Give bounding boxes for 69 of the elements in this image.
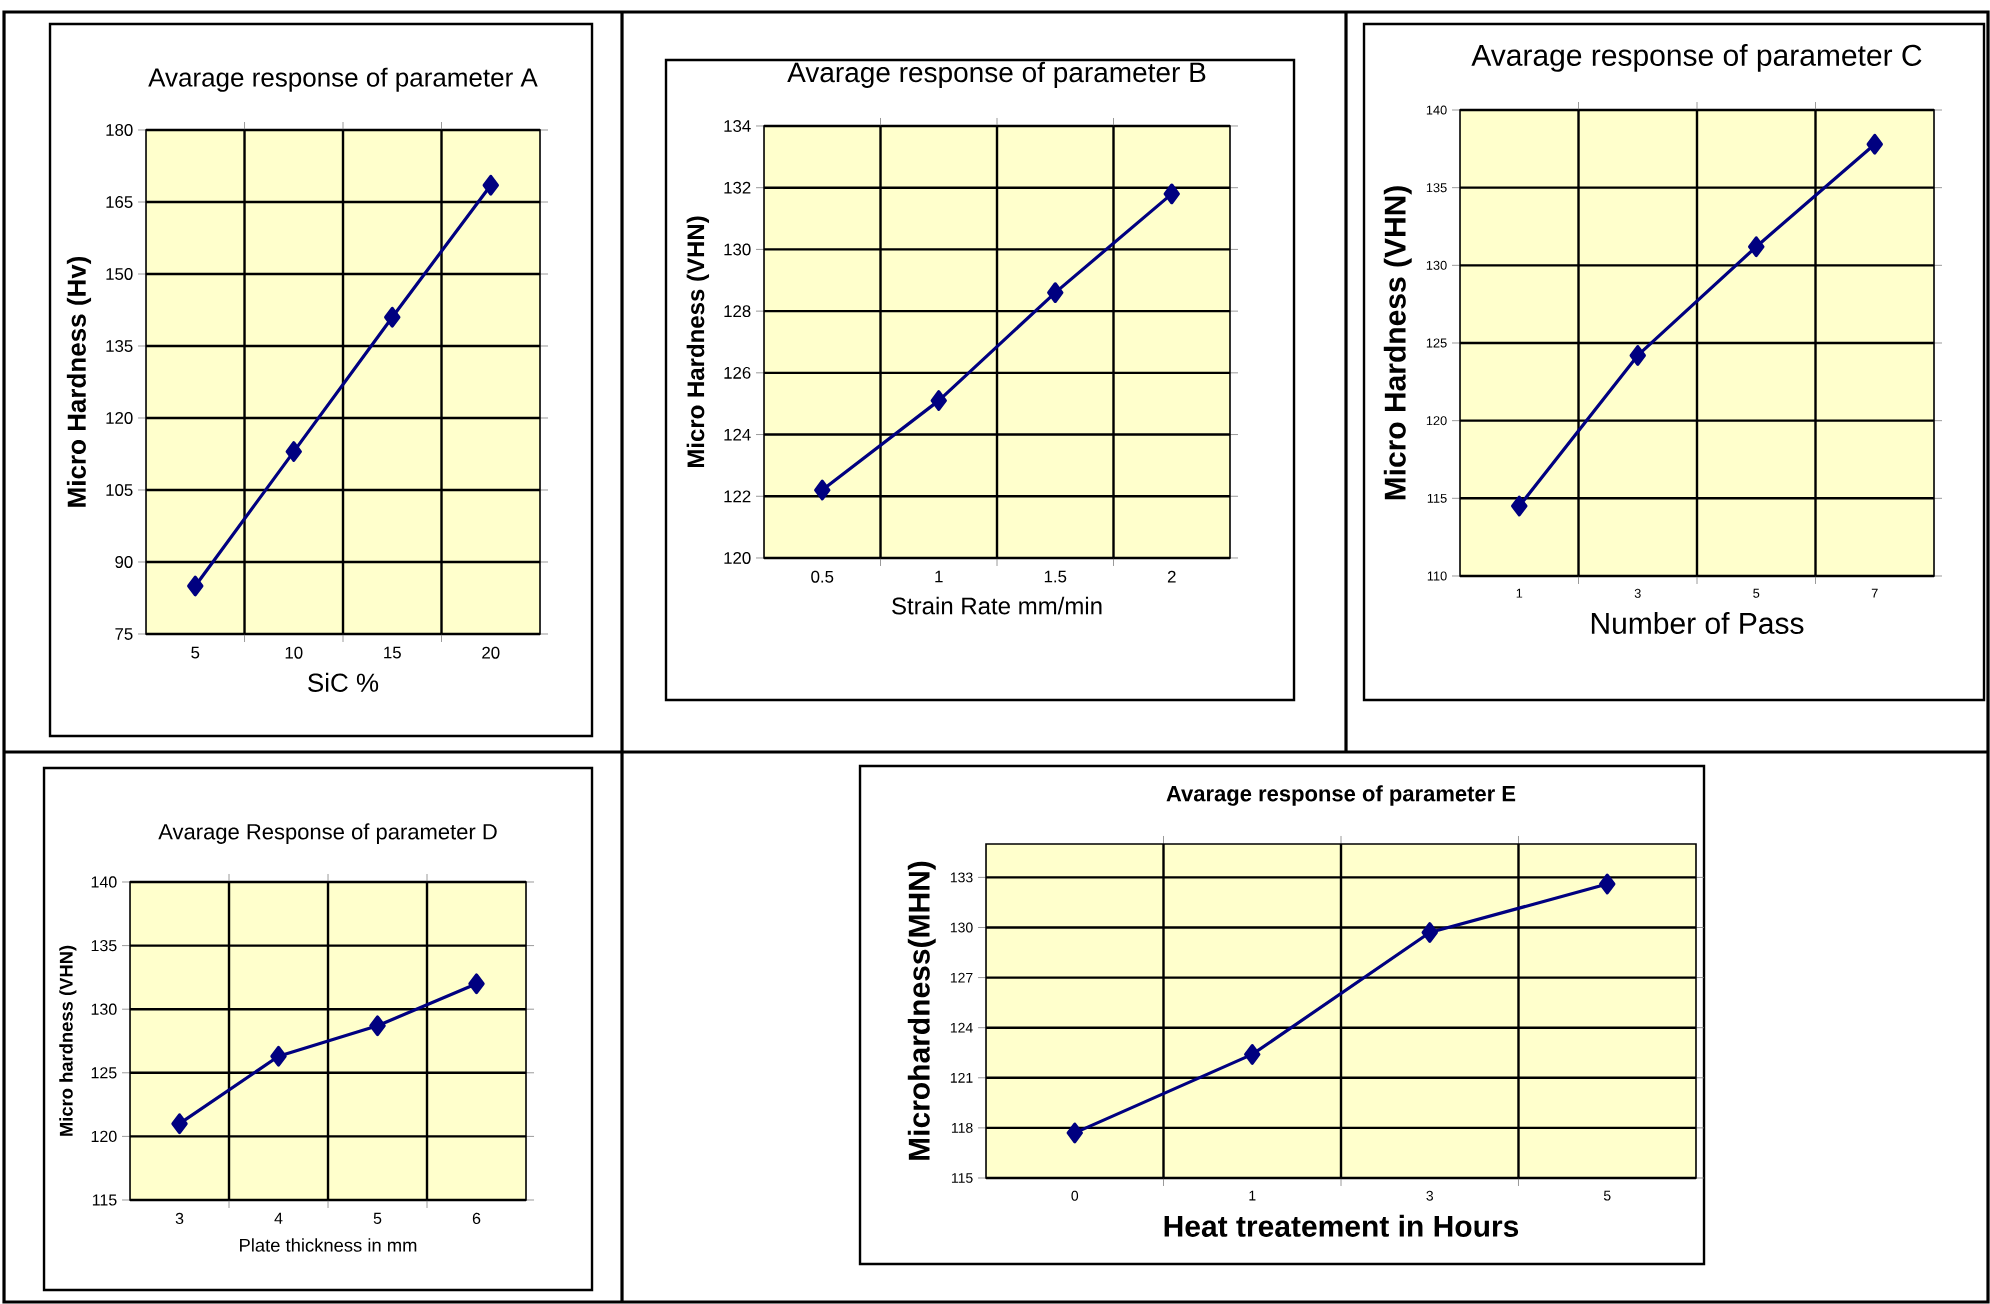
y-axis-title: Micro Hardness (VHN) — [686, 216, 710, 468]
y-axis-title: Micro hardness (VHN) — [59, 945, 77, 1136]
point — [171, 1113, 188, 1135]
y-tick-label: 130 — [724, 243, 751, 256]
y-tick-label: 135 — [91, 939, 117, 952]
x-axis-title: Strain Rate mm/min — [892, 596, 1102, 615]
y-tick-label: 90 — [115, 556, 133, 568]
point — [187, 575, 204, 597]
point — [369, 1015, 386, 1037]
chart-title: Avarage Response of parameter D — [158, 823, 497, 844]
y-tick-label: 130 — [91, 1003, 117, 1015]
y-axis-title: Micro Hardness (Hv) — [66, 256, 92, 507]
y-tick-label: 140 — [91, 876, 117, 888]
point — [468, 973, 485, 995]
point — [1511, 495, 1528, 517]
x-axis-title: SiC % — [308, 672, 379, 692]
chart-title: Avarage response of parameter A — [148, 67, 538, 92]
y-tick-label: 75 — [115, 628, 133, 640]
x-tick-label: 5 — [191, 646, 200, 659]
y-tick-label: 126 — [724, 366, 751, 379]
point — [930, 390, 947, 412]
point — [270, 1045, 287, 1067]
chart-title: Avarage response of parameter E — [1166, 785, 1516, 806]
x-tick-label: 2 — [1167, 570, 1176, 583]
chart-title: Avarage response of parameter B — [787, 61, 1206, 88]
point — [814, 479, 831, 501]
y-tick-label: 124 — [724, 428, 751, 441]
y-tick-label: 120 — [106, 412, 133, 424]
y-axis-title: Microhardness(MHN) — [907, 861, 936, 1160]
x-tick-label: 10 — [285, 646, 303, 659]
x-tick-label: 3 — [175, 1212, 184, 1225]
point — [1748, 236, 1765, 258]
y-tick-label: 134 — [724, 120, 751, 132]
y-tick-label: 125 — [91, 1067, 117, 1079]
x-axis-title: Heat treatement in Hours — [1164, 1214, 1519, 1237]
y-tick-label: 122 — [724, 490, 751, 503]
point — [1244, 1044, 1261, 1065]
x-tick-label: 5 — [373, 1212, 382, 1224]
x-tick-label: 1 — [935, 570, 943, 583]
y-tick-label: 115 — [92, 1194, 117, 1206]
x-axis-title: Number of Pass — [1591, 612, 1804, 635]
point — [1629, 345, 1646, 366]
x-tick-label: 0.5 — [811, 570, 834, 583]
x-tick-label: 20 — [482, 646, 500, 659]
point — [1421, 922, 1438, 943]
chart-title: Avarage response of parameter C — [1471, 43, 1922, 72]
point — [285, 441, 302, 462]
y-tick-label: 165 — [106, 196, 133, 208]
point — [1066, 1122, 1083, 1144]
x-tick-label: 6 — [472, 1212, 481, 1225]
x-tick-label: 4 — [274, 1212, 283, 1224]
y-tick-label: 128 — [724, 305, 751, 318]
x-tick-label: 1.5 — [1044, 570, 1067, 583]
y-axis-title: Micro Hardness (VHN) — [1383, 186, 1412, 500]
y-tick-label: 135 — [106, 340, 133, 352]
point — [1866, 133, 1883, 155]
y-tick-label: 105 — [106, 484, 133, 496]
x-axis-title: Plate thickness in mm — [240, 1238, 417, 1252]
x-tick-label: 15 — [384, 646, 401, 659]
point — [1047, 282, 1064, 304]
y-tick-label: 132 — [724, 181, 751, 194]
point — [1163, 183, 1180, 205]
y-tick-label: 180 — [106, 124, 133, 136]
point — [384, 306, 401, 328]
y-tick-label: 120 — [91, 1130, 117, 1143]
y-tick-label: 120 — [724, 552, 751, 564]
point — [1599, 873, 1616, 895]
point — [482, 174, 499, 196]
y-tick-label: 150 — [106, 268, 133, 280]
